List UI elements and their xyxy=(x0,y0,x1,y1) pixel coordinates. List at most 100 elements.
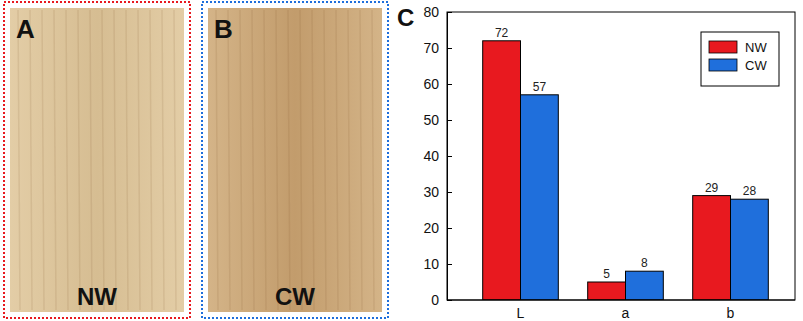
tick: 40 xyxy=(423,148,452,164)
wood-grain xyxy=(348,10,350,310)
tick-mark xyxy=(447,228,452,229)
tick-label: 70 xyxy=(423,40,439,56)
wood-grain xyxy=(240,10,242,310)
wood-grain xyxy=(252,10,254,310)
panel-label: C xyxy=(397,4,414,31)
bar xyxy=(626,271,664,300)
tick-label: 50 xyxy=(423,112,439,128)
bar xyxy=(483,41,521,300)
tick-mark xyxy=(447,48,452,49)
data-label: 72 xyxy=(495,26,509,40)
wood-grain xyxy=(372,10,374,310)
tick: b xyxy=(727,295,735,321)
bar xyxy=(731,199,769,300)
wood-sample xyxy=(208,8,382,312)
data-label: 57 xyxy=(533,80,547,94)
wood-grain xyxy=(18,10,20,310)
tick: 60 xyxy=(423,76,452,92)
tick: 20 xyxy=(423,220,452,236)
wood-grain xyxy=(114,10,116,310)
wood-grain xyxy=(300,10,302,310)
data-labels: 72 5 29 57 8 28 xyxy=(495,26,756,281)
photo-panel: B CW xyxy=(202,2,388,318)
bar xyxy=(521,95,559,300)
legend-swatch xyxy=(709,41,737,53)
wood-grain xyxy=(78,10,80,310)
tick: 50 xyxy=(423,112,452,128)
wood-grain xyxy=(336,10,338,310)
wood-grain xyxy=(360,10,362,310)
wood-grain xyxy=(228,10,230,310)
tick-label: 20 xyxy=(423,220,439,236)
wood-grain xyxy=(138,10,140,310)
wood-sample xyxy=(10,8,184,312)
wood-grain xyxy=(150,10,152,310)
tick: 10 xyxy=(423,256,452,272)
wood-grain xyxy=(42,10,44,310)
tick-label: 80 xyxy=(423,4,439,20)
wood-grain xyxy=(54,10,56,310)
tick-mark xyxy=(447,120,452,121)
tick-mark xyxy=(447,264,452,265)
data-label: 8 xyxy=(641,256,648,270)
wood-grain xyxy=(90,10,92,310)
wood-grain xyxy=(162,10,164,310)
tick-mark xyxy=(520,295,521,300)
tick: 30 xyxy=(423,184,452,200)
figure: A NW B CW C 72 5 29 57 8 28 0 10 20 30 40 50 60 70 80 La b NW C… xyxy=(0,0,803,321)
data-label: 28 xyxy=(743,184,757,198)
tick-label: 60 xyxy=(423,76,439,92)
tick-mark xyxy=(625,295,626,300)
tick-label: 10 xyxy=(423,256,439,272)
legend-box xyxy=(701,32,779,86)
panel-border xyxy=(4,2,190,318)
bar xyxy=(693,196,731,300)
tick-label: 0 xyxy=(431,292,439,308)
chart: 72 5 29 57 8 28 0 10 20 30 40 50 60 70 80 La b NW CW xyxy=(423,4,795,321)
tick-mark xyxy=(447,12,452,13)
wood-grain xyxy=(312,10,314,310)
tick: a xyxy=(622,295,630,321)
tick-label: b xyxy=(727,305,735,321)
y-axis: 0 10 20 30 40 50 60 70 80 xyxy=(423,4,452,308)
data-label: 5 xyxy=(603,267,610,281)
bar xyxy=(588,282,626,300)
tick-label: 40 xyxy=(423,148,439,164)
legend-item: CW xyxy=(709,58,767,73)
wood-grain xyxy=(66,10,68,310)
wood-grain xyxy=(288,10,290,310)
tick: 70 xyxy=(423,40,452,56)
panel-caption: CW xyxy=(275,283,315,310)
tick-mark xyxy=(447,192,452,193)
panel-label: B xyxy=(214,14,233,44)
tick: 80 xyxy=(423,4,452,20)
legend-item: NW xyxy=(709,40,767,55)
plot-frame xyxy=(447,12,795,300)
tick-mark xyxy=(447,156,452,157)
data-label: 29 xyxy=(705,181,719,195)
tick-label: L xyxy=(517,305,525,321)
panel-border xyxy=(202,2,388,318)
wood-grain xyxy=(174,10,176,310)
legend: NW CW xyxy=(701,32,779,86)
tick-mark xyxy=(447,84,452,85)
wood-grain xyxy=(216,10,218,310)
panel-caption: NW xyxy=(77,283,117,310)
legend-label: NW xyxy=(745,40,767,55)
photo-panel: A NW xyxy=(4,2,190,318)
tick: L xyxy=(517,295,525,321)
wood-grain xyxy=(102,10,104,310)
axis-line xyxy=(447,300,795,301)
wood-grain xyxy=(126,10,128,310)
tick-label: a xyxy=(622,305,630,321)
x-axis: La b xyxy=(447,295,795,321)
tick-mark xyxy=(730,295,731,300)
legend-label: CW xyxy=(745,58,767,73)
legend-swatch xyxy=(709,59,737,71)
panel-label: A xyxy=(16,14,35,44)
wood-grain xyxy=(276,10,278,310)
wood-grain xyxy=(324,10,326,310)
tick-label: 30 xyxy=(423,184,439,200)
wood-grain xyxy=(264,10,266,310)
wood-grain xyxy=(30,10,32,310)
